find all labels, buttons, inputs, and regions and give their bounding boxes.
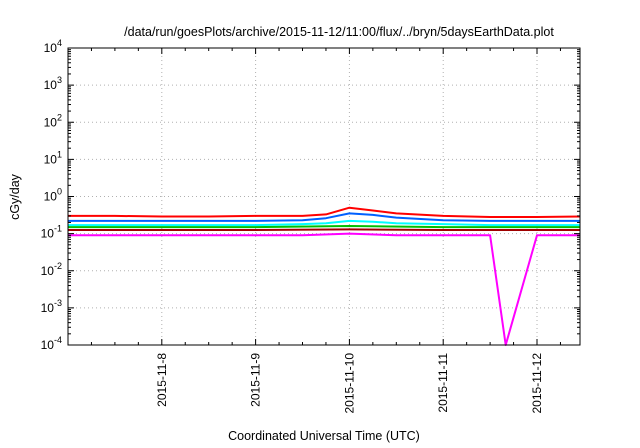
- series-line-1: [68, 206, 581, 218]
- y-tick-label: 10-2: [41, 261, 62, 278]
- x-tick-label: 2015-11-11: [436, 353, 450, 413]
- y-tick-label: 10-3: [41, 298, 62, 315]
- y-axis-label: cGy/day: [8, 173, 22, 220]
- series-line-4: [68, 225, 580, 229]
- y-tick-label: 101: [44, 149, 62, 166]
- y-tick-label: 100: [44, 187, 62, 204]
- y-axis-ticks: 10-4 10-3 10-2 10-1 100 101 102 103 104: [41, 38, 580, 352]
- y-tick-label: 103: [44, 75, 62, 92]
- series-line-2: [68, 212, 580, 222]
- x-tick-label: 2015-11-10: [342, 353, 356, 414]
- x-tick-label: 2015-11-12: [530, 353, 544, 414]
- x-axis-ticks: 2015-11-8 2015-11-9 2015-11-10 2015-11-11 20…: [90, 48, 561, 414]
- x-axis-label: Coordinated Universal Time (UTC): [228, 429, 420, 443]
- y-tick-label: 104: [44, 38, 62, 55]
- series-line-5: [68, 228, 580, 231]
- y-tick-label: 10-4: [41, 335, 62, 352]
- x-tick-label: 2015-11-8: [155, 353, 169, 407]
- series-line-3: [68, 219, 580, 227]
- y-tick-label: 102: [44, 112, 62, 129]
- x-tick-label: 2015-11-9: [249, 353, 263, 407]
- chart-title: /data/run/goesPlots/archive/2015-11-12/1…: [124, 25, 554, 39]
- y-tick-label: 10-1: [41, 224, 62, 241]
